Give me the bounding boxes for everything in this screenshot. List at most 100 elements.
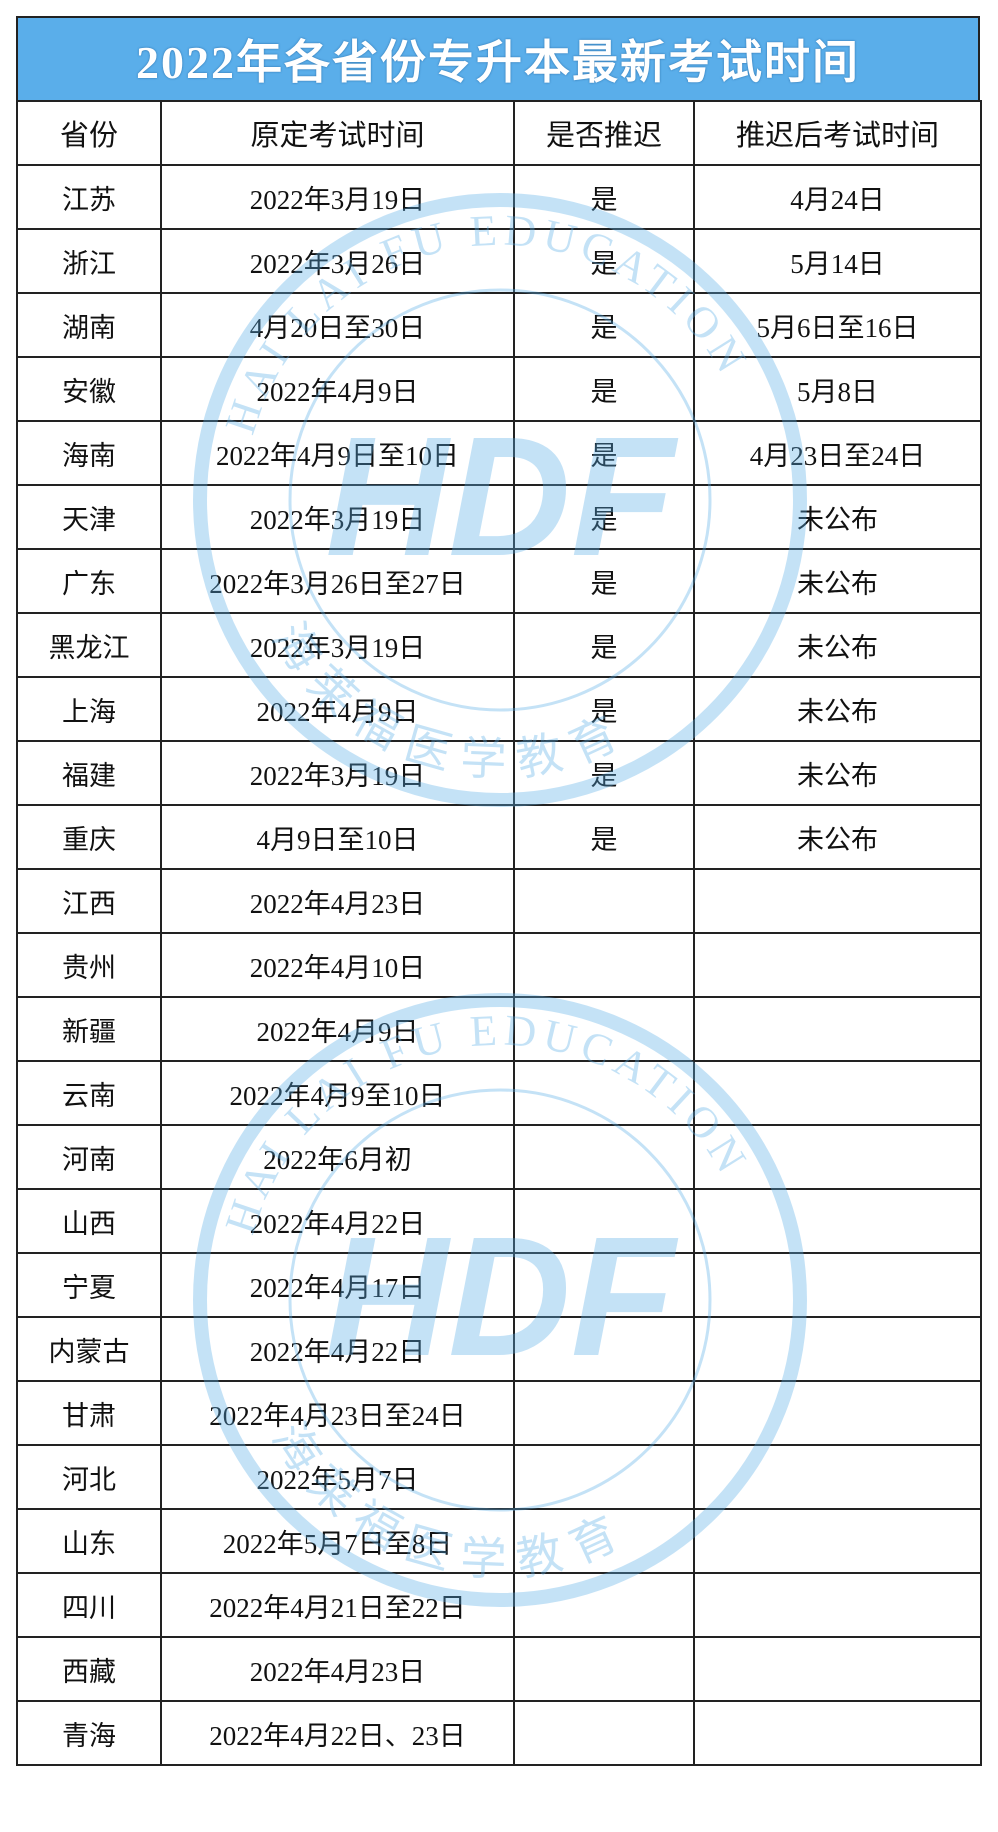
cell-province: 贵州 xyxy=(16,932,162,998)
table-row: 河北 2022年5月7日 xyxy=(16,1444,982,1510)
table-row: 新疆 2022年4月9日 xyxy=(16,996,982,1062)
table-row: 江西 2022年4月23日 xyxy=(16,868,982,934)
cell-postponed: 是 xyxy=(513,804,695,870)
table-row: 重庆 4月9日至10日是未公布 xyxy=(16,804,982,870)
table-row: 四川 2022年4月21日至22日 xyxy=(16,1572,982,1638)
cell-province: 内蒙古 xyxy=(16,1316,162,1382)
cell-original-time: 2022年4月17日 xyxy=(160,1252,515,1318)
cell-postponed xyxy=(513,996,695,1062)
table-row: 江苏 2022年3月19日是 4月24日 xyxy=(16,164,982,230)
table-row: 山西 2022年4月22日 xyxy=(16,1188,982,1254)
cell-province: 浙江 xyxy=(16,228,162,294)
cell-new-time xyxy=(693,1060,982,1126)
table-row: 黑龙江 2022年3月19日是未公布 xyxy=(16,612,982,678)
cell-original-time: 2022年4月21日至22日 xyxy=(160,1572,515,1638)
header-province: 省份 xyxy=(16,100,162,166)
cell-original-time: 2022年4月9日 xyxy=(160,356,515,422)
cell-new-time xyxy=(693,1252,982,1318)
header-new-time: 推迟后考试时间 xyxy=(693,100,982,166)
cell-postponed: 是 xyxy=(513,484,695,550)
cell-new-time xyxy=(693,1124,982,1190)
cell-province: 湖南 xyxy=(16,292,162,358)
cell-province: 广东 xyxy=(16,548,162,614)
table-row: 云南 2022年4月9至10日 xyxy=(16,1060,982,1126)
cell-postponed xyxy=(513,932,695,998)
cell-postponed: 是 xyxy=(513,420,695,486)
cell-new-time: 未公布 xyxy=(693,804,982,870)
table-row: 海南 2022年4月9日至10日是 4月23日至24日 xyxy=(16,420,982,486)
cell-postponed xyxy=(513,1380,695,1446)
cell-original-time: 2022年4月23日至24日 xyxy=(160,1380,515,1446)
cell-postponed: 是 xyxy=(513,676,695,742)
table-row: 西藏 2022年4月23日 xyxy=(16,1636,982,1702)
cell-province: 甘肃 xyxy=(16,1380,162,1446)
cell-new-time xyxy=(693,1316,982,1382)
cell-province: 福建 xyxy=(16,740,162,806)
cell-original-time: 2022年4月23日 xyxy=(160,1636,515,1702)
cell-postponed: 是 xyxy=(513,612,695,678)
table-row: 贵州 2022年4月10日 xyxy=(16,932,982,998)
cell-new-time: 4月24日 xyxy=(693,164,982,230)
cell-original-time: 2022年4月9至10日 xyxy=(160,1060,515,1126)
table-row: 青海 2022年4月22日、23日 xyxy=(16,1700,982,1766)
cell-postponed xyxy=(513,868,695,934)
cell-original-time: 2022年4月9日至10日 xyxy=(160,420,515,486)
cell-original-time: 2022年5月7日 xyxy=(160,1444,515,1510)
page-title: 2022年各省份专升本最新考试时间 xyxy=(16,16,980,100)
cell-original-time: 2022年4月23日 xyxy=(160,868,515,934)
cell-original-time: 2022年3月19日 xyxy=(160,740,515,806)
cell-postponed xyxy=(513,1508,695,1574)
cell-province: 新疆 xyxy=(16,996,162,1062)
cell-new-time: 未公布 xyxy=(693,612,982,678)
cell-province: 西藏 xyxy=(16,1636,162,1702)
cell-postponed: 是 xyxy=(513,164,695,230)
cell-original-time: 2022年3月26日至27日 xyxy=(160,548,515,614)
cell-postponed xyxy=(513,1444,695,1510)
cell-province: 山东 xyxy=(16,1508,162,1574)
cell-new-time xyxy=(693,932,982,998)
cell-new-time: 5月8日 xyxy=(693,356,982,422)
cell-postponed xyxy=(513,1636,695,1702)
cell-province: 江苏 xyxy=(16,164,162,230)
cell-province: 山西 xyxy=(16,1188,162,1254)
cell-new-time: 4月23日至24日 xyxy=(693,420,982,486)
cell-original-time: 2022年4月22日 xyxy=(160,1316,515,1382)
table-row: 山东 2022年5月7日至8日 xyxy=(16,1508,982,1574)
cell-province: 河南 xyxy=(16,1124,162,1190)
exam-schedule-document: 2022年各省份专升本最新考试时间 省份 原定考试时间 是否推迟 推迟后考试时间… xyxy=(16,16,982,1766)
cell-postponed: 是 xyxy=(513,740,695,806)
header-postponed: 是否推迟 xyxy=(513,100,695,166)
cell-new-time xyxy=(693,868,982,934)
cell-new-time xyxy=(693,1444,982,1510)
cell-new-time xyxy=(693,1700,982,1766)
cell-postponed: 是 xyxy=(513,548,695,614)
table-row: 河南 2022年6月初 xyxy=(16,1124,982,1190)
cell-new-time: 5月14日 xyxy=(693,228,982,294)
cell-new-time: 未公布 xyxy=(693,484,982,550)
cell-postponed xyxy=(513,1572,695,1638)
table-row: 安徽 2022年4月9日是 5月8日 xyxy=(16,356,982,422)
table-row: 广东 2022年3月26日至27日是未公布 xyxy=(16,548,982,614)
cell-new-time xyxy=(693,1508,982,1574)
cell-new-time: 未公布 xyxy=(693,676,982,742)
cell-original-time: 2022年4月22日、23日 xyxy=(160,1700,515,1766)
table-row: 上海 2022年4月9日是未公布 xyxy=(16,676,982,742)
cell-original-time: 2022年3月19日 xyxy=(160,164,515,230)
cell-province: 海南 xyxy=(16,420,162,486)
cell-province: 青海 xyxy=(16,1700,162,1766)
cell-postponed xyxy=(513,1316,695,1382)
cell-postponed: 是 xyxy=(513,356,695,422)
cell-new-time xyxy=(693,1572,982,1638)
cell-new-time xyxy=(693,1188,982,1254)
header-original-time: 原定考试时间 xyxy=(160,100,515,166)
cell-new-time: 5月6日至16日 xyxy=(693,292,982,358)
cell-original-time: 2022年4月22日 xyxy=(160,1188,515,1254)
cell-original-time: 2022年6月初 xyxy=(160,1124,515,1190)
cell-postponed: 是 xyxy=(513,228,695,294)
cell-postponed xyxy=(513,1188,695,1254)
cell-new-time: 未公布 xyxy=(693,740,982,806)
cell-province: 河北 xyxy=(16,1444,162,1510)
table-row: 甘肃 2022年4月23日至24日 xyxy=(16,1380,982,1446)
cell-postponed xyxy=(513,1700,695,1766)
cell-original-time: 2022年3月19日 xyxy=(160,484,515,550)
